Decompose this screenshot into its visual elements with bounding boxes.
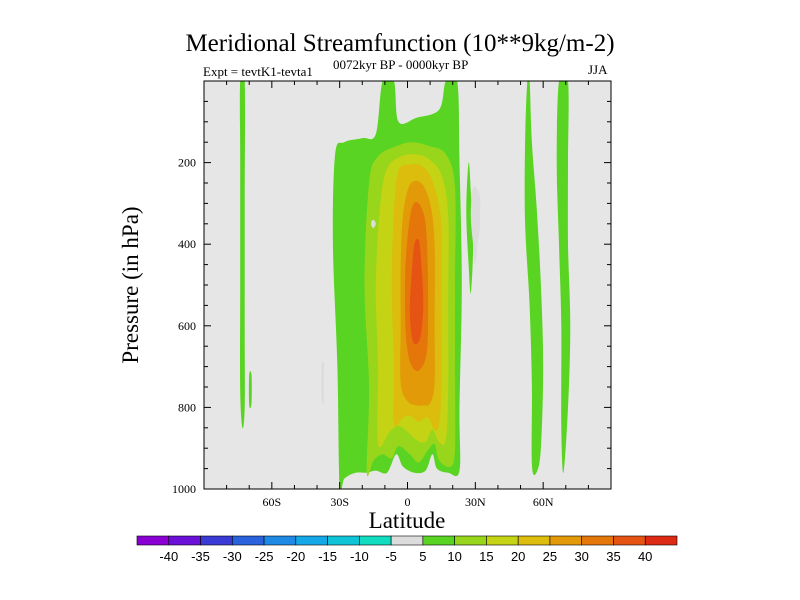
colorbar-swatch-14 [581, 535, 614, 546]
colorbar-swatch-2 [200, 535, 233, 546]
contour-fields [239, 81, 571, 489]
colorbar: -40 -35 -30 -25 -20 -15 -10 -5 5 10 15 20 25 30 35 40 [136, 535, 678, 564]
colorbar-label-15: 40 [638, 549, 652, 564]
colorbar-swatch-10 [454, 535, 487, 546]
colorbar-label-12: 25 [543, 549, 557, 564]
contour-region-5-7 [239, 81, 246, 429]
colorbar-label-13: 30 [574, 549, 588, 564]
colorbar-swatch-3 [231, 535, 265, 546]
colorbar-swatch-15 [613, 535, 646, 546]
colorbar-swatch-8 [390, 535, 424, 546]
colorbar-swatch-7 [359, 535, 392, 546]
colorbar-label-2: -30 [223, 549, 242, 564]
x-tick-label-2: 0 [405, 495, 411, 509]
contour-region-neg5-12 [470, 186, 481, 265]
y-tick-label-2: 600 [178, 319, 196, 333]
colorbar-label-14: 35 [606, 549, 620, 564]
period-label: 0072kyr BP - 0000kyr BP [333, 57, 469, 72]
x-tick-label-0: 60S [262, 495, 281, 509]
colorbar-swatch-13 [549, 535, 583, 546]
colorbar-swatch-1 [168, 535, 201, 546]
colorbar-swatch-4 [263, 535, 297, 546]
contour-region-35-6 [409, 238, 424, 345]
experiment-label: Expt = tevtK1-tevta1 [203, 64, 313, 79]
colorbar-swatch-0 [136, 535, 170, 546]
colorbar-label-11: 20 [511, 549, 525, 564]
colorbar-label-5: -15 [318, 549, 337, 564]
x-axis-label: Latitude [369, 508, 446, 533]
colorbar-swatch-16 [644, 535, 678, 546]
colorbar-label-10: 15 [479, 549, 493, 564]
contour-region-5-11 [556, 81, 571, 473]
y-tick-label-3: 800 [178, 400, 196, 414]
colorbar-swatch-5 [295, 535, 328, 546]
colorbar-label-1: -35 [191, 549, 210, 564]
contour-region-5-9 [466, 162, 474, 294]
colorbar-label-9: 10 [447, 549, 461, 564]
x-tick-label-4: 60N [533, 495, 554, 509]
chart-title: Meridional Streamfunction (10**9kg/m-2) [185, 30, 615, 57]
x-tick-label-3: 30N [465, 495, 486, 509]
colorbar-swatch-6 [327, 535, 360, 546]
colorbar-label-7: -5 [385, 549, 397, 564]
y-tick-label-4: 1000 [172, 482, 196, 496]
colorbar-label-8: 5 [419, 549, 426, 564]
y-tick-label-1: 400 [178, 237, 196, 251]
colorbar-swatch-9 [422, 535, 455, 546]
y-axis-label: Pressure (in hPa) [118, 206, 143, 363]
x-tick-label-1: 30S [330, 495, 349, 509]
contour-region-neg5-14 [371, 219, 376, 228]
colorbar-label-3: -25 [255, 549, 274, 564]
contour-region-5-8 [248, 371, 252, 409]
plot-frame: 60S 30S 0 30N 60N 200 400 600 800 1000 [172, 80, 612, 509]
season-label: JJA [588, 62, 608, 77]
colorbar-label-0: -40 [159, 549, 178, 564]
contour-region-5-10 [524, 81, 544, 476]
colorbar-label-4: -20 [286, 549, 305, 564]
colorbar-swatch-12 [517, 535, 551, 546]
y-tick-label-0: 200 [178, 156, 196, 170]
colorbar-label-6: -10 [350, 549, 369, 564]
colorbar-swatch-11 [486, 535, 519, 546]
contour-region-neg5-13 [321, 360, 324, 405]
